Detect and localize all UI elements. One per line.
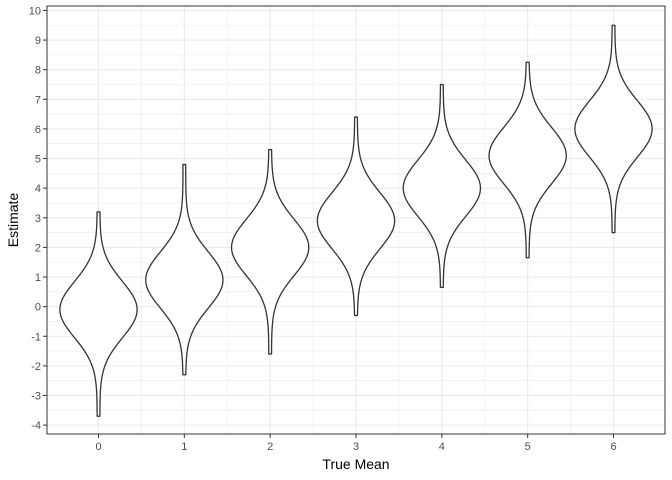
- y-tick-label: 3: [35, 213, 41, 225]
- x-tick-label: 6: [610, 441, 616, 453]
- x-tick-label: 2: [267, 441, 273, 453]
- y-tick-label: 4: [35, 183, 41, 195]
- violin-2: [230, 149, 310, 355]
- y-tick-label: -1: [31, 331, 41, 343]
- violin-1: [145, 163, 224, 376]
- x-tick-label: 3: [353, 441, 359, 453]
- violin-6: [574, 24, 653, 234]
- y-tick-label: 2: [35, 242, 41, 254]
- violin-4: [402, 83, 482, 289]
- y-tick-label: 8: [35, 65, 41, 77]
- y-tick-label: 0: [35, 302, 41, 314]
- y-tick-label: 5: [35, 154, 41, 166]
- violins: [59, 24, 653, 417]
- x-tick-label: 4: [439, 441, 445, 453]
- violin-5: [488, 61, 567, 259]
- y-tick-label: -4: [31, 420, 41, 432]
- violin-0: [59, 211, 138, 417]
- x-tick-label: 0: [95, 441, 101, 453]
- y-tick-label: -2: [31, 361, 41, 373]
- x-tick-label: 5: [525, 441, 531, 453]
- axis-ticks: -4 -3 -2 -1 0 1 2 3 4 5 6 7 8 9 10 0 1 2 3 4 5 6: [29, 5, 617, 453]
- y-tick-label: 10: [29, 5, 41, 17]
- x-axis-title: True Mean: [322, 456, 389, 472]
- y-tick-label: 9: [35, 35, 41, 47]
- y-tick-label: -3: [31, 390, 41, 402]
- y-tick-label: 7: [35, 94, 41, 106]
- violin-3: [316, 116, 396, 317]
- y-axis-title: Estimate: [5, 193, 21, 248]
- y-tick-label: 1: [35, 272, 41, 284]
- x-tick-label: 1: [181, 441, 187, 453]
- y-tick-label: 6: [35, 124, 41, 136]
